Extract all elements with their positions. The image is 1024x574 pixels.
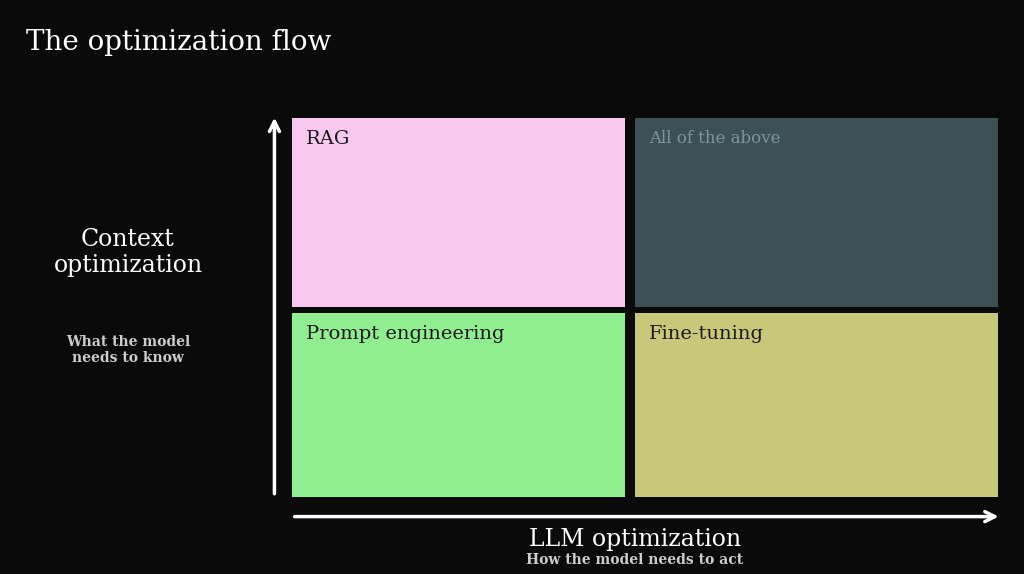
Text: Prompt engineering: Prompt engineering — [306, 325, 505, 343]
Bar — [635, 313, 998, 497]
Bar — [292, 118, 625, 307]
Text: The optimization flow: The optimization flow — [26, 29, 331, 56]
Bar — [292, 313, 625, 497]
Text: How the model needs to act: How the model needs to act — [526, 553, 743, 567]
Text: RAG: RAG — [306, 130, 350, 148]
Text: LLM optimization: LLM optimization — [528, 528, 741, 551]
Text: Fine-tuning: Fine-tuning — [649, 325, 764, 343]
Text: Context
optimization: Context optimization — [53, 228, 203, 277]
Text: What the model
needs to know: What the model needs to know — [66, 335, 190, 365]
Text: All of the above: All of the above — [649, 130, 780, 148]
Bar — [635, 118, 998, 307]
